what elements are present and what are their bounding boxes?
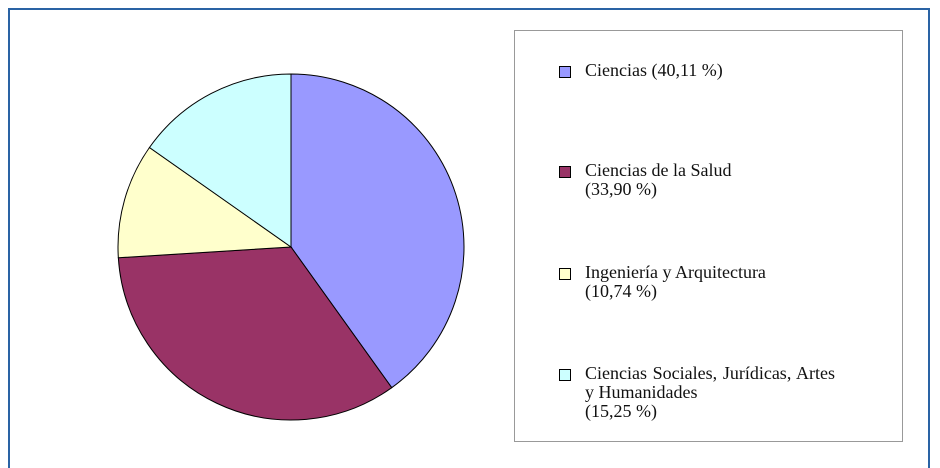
legend: Ciencias (40,11 %) Ciencias de la Salud (… (514, 30, 903, 442)
legend-label: Ciencias de la Salud (585, 160, 732, 180)
legend-value: (10,74 %) (585, 281, 657, 301)
legend-swatch (559, 166, 571, 178)
pie-slice (117, 246, 393, 421)
legend-label: Ciencias Sociales, Jurídicas, Artes y Hu… (585, 363, 835, 402)
legend-item: Ingeniería y Arquitectura (10,74 %) (559, 262, 835, 301)
legend-item: Ciencias Sociales, Jurídicas, Artes y Hu… (559, 363, 835, 421)
legend-label: Ingeniería y Arquitectura (585, 262, 766, 282)
pie-slice (117, 146, 293, 259)
legend-swatch (559, 66, 571, 78)
pie-slice (290, 73, 465, 389)
legend-item: Ciencias (40,11 %) (559, 60, 835, 80)
legend-label: Ciencias (585, 60, 647, 80)
legend-value: (33,90 %) (585, 179, 657, 199)
pie-slice (148, 73, 292, 248)
frame (8, 8, 930, 468)
legend-item: Ciencias de la Salud (33,90 %) (559, 160, 835, 199)
legend-value: (15,25 %) (585, 401, 657, 421)
legend-swatch (559, 369, 571, 381)
legend-value: (40,11 %) (651, 60, 723, 80)
legend-swatch (559, 268, 571, 280)
